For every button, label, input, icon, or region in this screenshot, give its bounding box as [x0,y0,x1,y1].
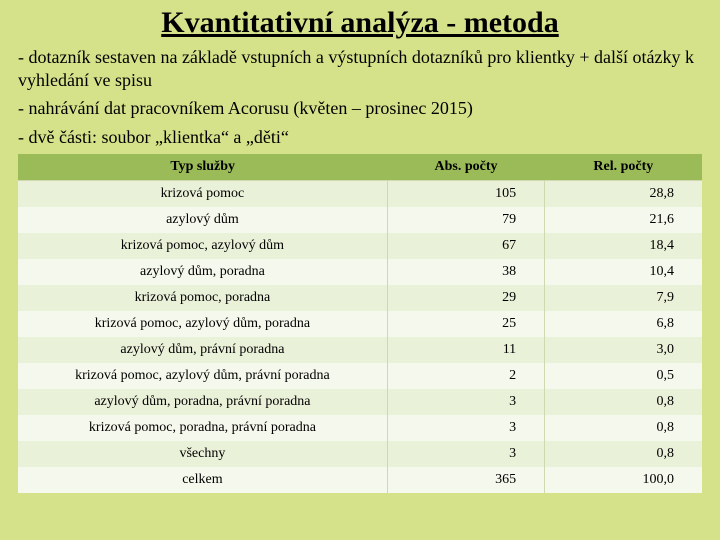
cell-abs: 105 [387,181,544,208]
cell-abs: 29 [387,285,544,311]
paragraph-2: - nahrávání dat pracovníkem Acorusu (kvě… [18,97,702,120]
table-row: krizová pomoc, poradna, právní poradna 3… [18,415,702,441]
cell-rel: 6,8 [545,311,702,337]
cell-type: krizová pomoc, poradna, právní poradna [18,415,387,441]
cell-type: azylový dům, poradna [18,259,387,285]
table-row: krizová pomoc 105 28,8 [18,181,702,208]
cell-abs: 25 [387,311,544,337]
cell-type: krizová pomoc [18,181,387,208]
cell-rel: 28,8 [545,181,702,208]
cell-rel: 10,4 [545,259,702,285]
cell-rel: 0,8 [545,389,702,415]
slide: Kvantitativní analýza - metoda - dotazní… [0,0,720,540]
th-rel: Rel. počty [545,154,702,181]
table-row: azylový dům, poradna, právní poradna 3 0… [18,389,702,415]
cell-abs: 67 [387,233,544,259]
cell-abs: 11 [387,337,544,363]
cell-type: krizová pomoc, poradna [18,285,387,311]
cell-type: krizová pomoc, azylový dům [18,233,387,259]
cell-rel: 21,6 [545,207,702,233]
table-row: krizová pomoc, azylový dům, poradna 25 6… [18,311,702,337]
table-header-row: Typ služby Abs. počty Rel. počty [18,154,702,181]
table-row: krizová pomoc, azylový dům 67 18,4 [18,233,702,259]
paragraph-3: - dvě části: soubor „klientka“ a „děti“ [18,126,702,149]
cell-abs: 3 [387,389,544,415]
cell-abs: 38 [387,259,544,285]
cell-rel: 100,0 [545,467,702,493]
table-row: všechny 3 0,8 [18,441,702,467]
cell-abs: 3 [387,441,544,467]
cell-rel: 0,8 [545,415,702,441]
cell-type: krizová pomoc, azylový dům, poradna [18,311,387,337]
cell-abs: 79 [387,207,544,233]
th-abs: Abs. počty [387,154,544,181]
cell-type: všechny [18,441,387,467]
services-table: Typ služby Abs. počty Rel. počty krizová… [18,154,702,493]
table-row: krizová pomoc, poradna 29 7,9 [18,285,702,311]
cell-abs: 365 [387,467,544,493]
cell-abs: 2 [387,363,544,389]
table-row: azylový dům 79 21,6 [18,207,702,233]
cell-rel: 0,8 [545,441,702,467]
cell-abs: 3 [387,415,544,441]
cell-rel: 7,9 [545,285,702,311]
cell-type: celkem [18,467,387,493]
cell-type: azylový dům, právní poradna [18,337,387,363]
table-row: azylový dům, právní poradna 11 3,0 [18,337,702,363]
cell-rel: 0,5 [545,363,702,389]
page-title: Kvantitativní analýza - metoda [18,6,702,40]
cell-rel: 18,4 [545,233,702,259]
cell-type: azylový dům [18,207,387,233]
cell-rel: 3,0 [545,337,702,363]
cell-type: azylový dům, poradna, právní poradna [18,389,387,415]
th-type: Typ služby [18,154,387,181]
paragraph-1: - dotazník sestaven na základě vstupních… [18,46,702,91]
table-row: celkem 365 100,0 [18,467,702,493]
table-row: azylový dům, poradna 38 10,4 [18,259,702,285]
cell-type: krizová pomoc, azylový dům, právní porad… [18,363,387,389]
table-row: krizová pomoc, azylový dům, právní porad… [18,363,702,389]
